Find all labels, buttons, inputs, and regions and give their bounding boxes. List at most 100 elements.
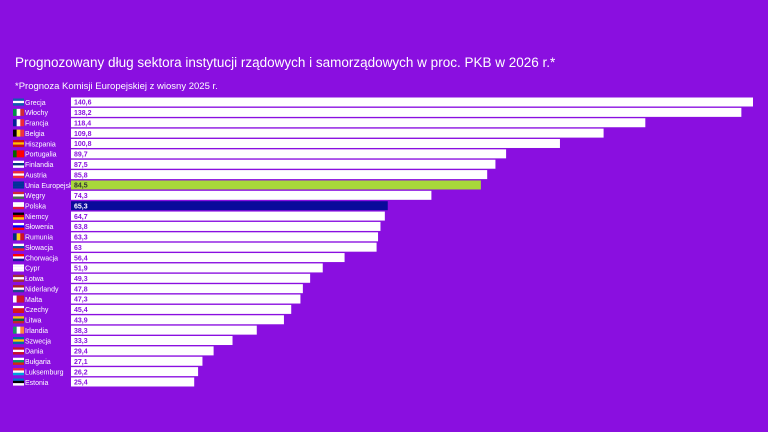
value-label: 29,4 <box>74 349 88 356</box>
value-label: 64,7 <box>74 214 88 221</box>
bar <box>71 273 311 283</box>
flag-icon <box>13 98 24 106</box>
bar <box>71 170 488 180</box>
value-label: 33,3 <box>74 338 88 345</box>
flag-icon <box>13 108 25 116</box>
bar-row: Cypr 51,9 <box>13 263 323 273</box>
value-label: 84,5 <box>74 183 88 190</box>
chart-subtitle: *Prognoza Komisji Europejskiej z wiosny … <box>15 81 218 92</box>
bar-row: Litwa 43,9 <box>13 315 284 325</box>
bar-row: Szwecja 33,3 <box>13 336 233 345</box>
value-label: 85,8 <box>74 172 88 179</box>
bar <box>71 159 496 169</box>
value-label: 109,8 <box>74 131 92 138</box>
bar-row: Portugalia 89,7 <box>13 149 507 159</box>
value-label: 51,9 <box>74 266 88 273</box>
flag-icon <box>13 347 24 355</box>
bar <box>71 221 381 231</box>
category-label: Cypr <box>25 266 40 273</box>
bar <box>71 107 742 117</box>
bar <box>71 180 481 190</box>
category-label: Unia Europejska <box>25 183 76 190</box>
category-label: Dania <box>25 349 43 356</box>
value-label: 45,4 <box>74 307 88 314</box>
bar <box>71 97 753 107</box>
flag-icon <box>13 150 25 158</box>
flag-icon <box>13 212 24 220</box>
flag-icon <box>13 119 25 127</box>
bar-row: Niemcy 64,7 <box>13 211 385 221</box>
bar <box>71 118 646 128</box>
flag-icon <box>13 181 24 189</box>
flag-icon <box>13 378 24 386</box>
bar-row: Hiszpania 100,8 <box>13 138 560 148</box>
bar <box>71 211 385 221</box>
value-label: 89,7 <box>74 152 88 159</box>
flag-icon <box>13 233 25 241</box>
flag-icon <box>13 316 24 324</box>
bar <box>71 377 195 387</box>
bar-row: Rumunia 63,3 <box>13 232 379 242</box>
flag-icon <box>13 191 24 199</box>
value-label: 56,4 <box>74 255 88 262</box>
category-label: Niemcy <box>25 214 49 221</box>
bar-row: Chorwacja 56,4 <box>13 253 345 262</box>
bar <box>71 190 432 200</box>
bar-row: Bułgaria 27,1 <box>13 356 203 366</box>
value-label: 140,6 <box>74 100 92 107</box>
value-label: 25,4 <box>74 380 88 387</box>
flag-icon <box>13 160 24 168</box>
flag-icon <box>13 139 24 148</box>
bar-row: Słowenia 63,8 <box>13 221 381 231</box>
bar <box>71 315 284 325</box>
bar-row: Polska 65,3 <box>13 201 388 211</box>
bar <box>71 201 388 211</box>
bar-row: Grecja 140,6 <box>13 97 753 107</box>
flag-icon <box>13 305 24 313</box>
bar-row: Dania 29,4 <box>13 346 214 356</box>
value-label: 63 <box>74 245 82 252</box>
value-label: 74,3 <box>74 193 88 200</box>
flag-icon <box>13 202 24 210</box>
value-label: 100,8 <box>74 141 92 148</box>
bar <box>71 336 233 346</box>
flag-icon <box>13 357 24 365</box>
bar <box>71 304 292 314</box>
category-label: Chorwacja <box>25 255 58 262</box>
bar-row: Belgia 109,8 <box>13 128 604 138</box>
value-label: 63,8 <box>74 224 88 231</box>
flag-icon <box>13 254 24 262</box>
bar <box>71 232 379 242</box>
bar-row: Włochy 138,2 <box>13 107 742 117</box>
category-label: Włochy <box>25 110 48 117</box>
flag-icon <box>13 285 24 293</box>
bar <box>71 138 560 148</box>
bar <box>71 346 214 356</box>
bar-row: Słowacja 63 <box>13 242 377 252</box>
value-label: 38,3 <box>74 328 88 335</box>
value-label: 49,3 <box>74 276 88 283</box>
value-label: 47,3 <box>74 297 88 304</box>
category-label: Litwa <box>25 318 41 325</box>
category-label: Estonia <box>25 380 48 387</box>
bar-row: Węgry 74,3 <box>13 190 432 200</box>
category-label: Belgia <box>25 131 45 138</box>
category-label: Rumunia <box>25 235 53 242</box>
value-label: 118,4 <box>74 120 91 127</box>
bar-row: Finlandia 87,5 <box>13 159 496 169</box>
bar <box>71 128 604 138</box>
value-label: 63,3 <box>74 235 88 242</box>
value-label: 87,5 <box>74 162 88 169</box>
category-label: Czechy <box>25 307 49 314</box>
bar <box>71 294 301 304</box>
bar-row: Czechy 45,4 <box>13 304 292 314</box>
category-label: Hiszpania <box>25 141 56 148</box>
value-label: 65,3 <box>74 203 88 210</box>
flag-icon <box>13 326 25 334</box>
category-label: Węgry <box>25 193 46 200</box>
bar-row: Łotwa 49,3 <box>13 273 311 283</box>
bar-row: Estonia 25,4 <box>13 377 195 387</box>
category-label: Portugalia <box>25 152 57 159</box>
